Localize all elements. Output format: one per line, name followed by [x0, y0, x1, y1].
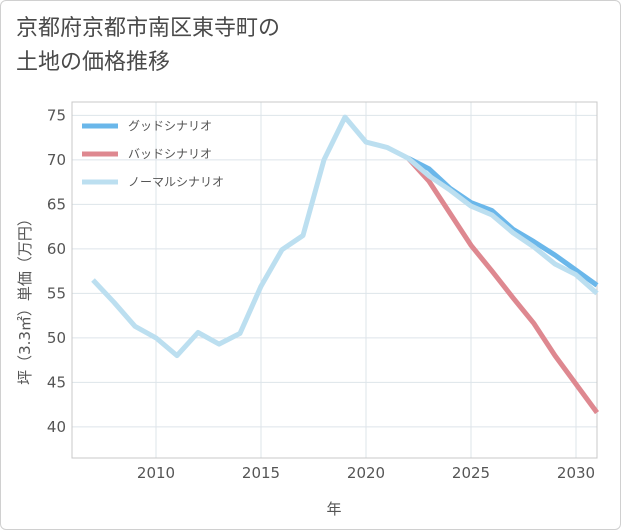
y-tick-label: 50	[47, 329, 66, 347]
series-line-3	[91, 114, 599, 359]
x-tick-label: 2020	[347, 464, 385, 482]
y-tick-label: 75	[47, 106, 66, 124]
y-tick-label: 45	[47, 373, 66, 391]
chart-title-line-2: 土地の価格推移	[16, 50, 171, 75]
y-tick-label: 40	[47, 418, 66, 436]
legend-label: ノーマルシナリオ	[128, 175, 224, 189]
y-tick-label: 65	[47, 195, 66, 213]
y-tick-labels: 40 45 50 55 60 65 70 75	[47, 106, 66, 436]
y-axis-label: 坪（3.3㎡）単価（万円）	[16, 211, 34, 385]
x-axis-label: 年	[326, 500, 341, 518]
series-line-1	[406, 155, 599, 288]
chart-title-line-1: 京都府京都市南区東寺町の	[16, 16, 281, 41]
x-tick-label: 2025	[452, 464, 490, 482]
series-line-2	[406, 156, 600, 415]
y-tick-label: 55	[47, 284, 66, 302]
x-tick-label: 2015	[242, 464, 280, 482]
legend-label: グッドシナリオ	[128, 119, 212, 133]
series-lines	[91, 114, 600, 415]
y-tick-label: 70	[47, 151, 66, 169]
chart-title: 京都府京都市南区東寺町の 土地の価格推移	[16, 12, 280, 80]
legend-label: バッドシナリオ	[128, 147, 212, 161]
y-tick-label: 60	[47, 240, 66, 258]
plot-frame	[71, 101, 598, 459]
x-tick-label: 2030	[557, 464, 595, 482]
x-tick-label: 2010	[137, 464, 175, 482]
x-tick-labels: 2010 2015 2020 2025 2030	[137, 464, 595, 482]
